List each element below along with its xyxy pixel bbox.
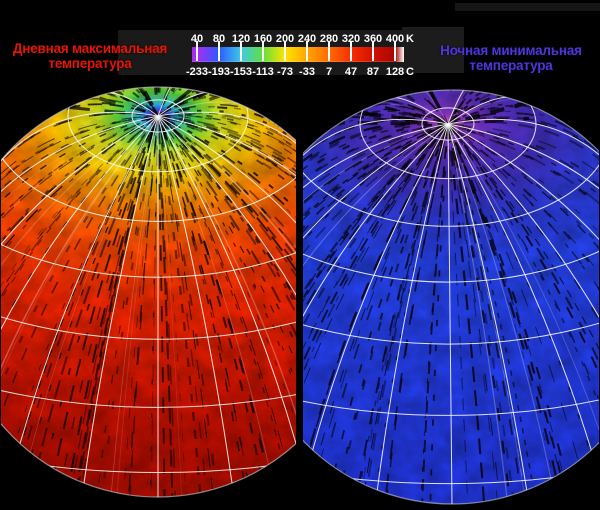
kelvin-tick-label: 360 [363, 33, 383, 45]
night-panel-title: Ночная минимальная температура [428, 43, 594, 73]
celsius-tick-label: -113 [252, 66, 274, 78]
celsius-tick-label: -233 [185, 66, 209, 78]
colorbar-tick [218, 41, 220, 61]
celsius-unit-label: C [406, 66, 414, 78]
celsius-tick-label: -33 [299, 66, 315, 78]
celsius-tick-label: 128 [385, 66, 405, 78]
kelvin-tick-label: 400 [385, 33, 405, 45]
colorbar-tick [372, 41, 374, 61]
right-meridian-grid [303, 90, 599, 504]
right-limb-outline [303, 89, 599, 505]
kelvin-tick-label: 40 [190, 33, 204, 45]
colorbar-tick [328, 41, 330, 61]
kelvin-tick-label: 120 [231, 33, 251, 45]
colorbar-tick [306, 41, 308, 61]
left-limb-outline [1, 86, 296, 498]
day-title-line1: Дневная максимальная [12, 41, 168, 56]
colorbar-tick [196, 41, 198, 61]
day-title-line2: температура [48, 56, 132, 71]
celsius-tick-label: -193 [207, 66, 231, 78]
kelvin-tick-label: 80 [212, 33, 226, 45]
celsius-tick-label: -73 [277, 66, 293, 78]
kelvin-tick-label: 240 [297, 33, 317, 45]
day-panel-title: Дневная максимальная температура [10, 41, 170, 71]
celsius-tick-label: 7 [325, 66, 333, 78]
colorbar-tick [350, 41, 352, 61]
kelvin-unit-label: K [406, 33, 414, 45]
header-backdrop-strip [455, 3, 600, 11]
kelvin-tick-label: 280 [319, 33, 339, 45]
colorbar-gradient [192, 41, 404, 62]
celsius-tick-label: 47 [344, 66, 358, 78]
header-backdrop-units [402, 27, 464, 73]
kelvin-tick-label: 160 [253, 33, 273, 45]
kelvin-tick-label: 200 [275, 33, 295, 45]
colorbar-tick [394, 41, 396, 61]
celsius-tick-label: -153 [229, 66, 253, 78]
temperature-colorbar: K 40 80 120 160 200 240 280 320 360 400 C -233 -19… [186, 33, 426, 79]
celsius-tick-label: 87 [366, 66, 380, 78]
night-title-line2: температура [469, 58, 553, 73]
colorbar-tick [262, 41, 264, 61]
colorbar-tick [240, 41, 242, 61]
night-title-line1: Ночная минимальная [440, 43, 582, 58]
kelvin-tick-label: 320 [341, 33, 361, 45]
colorbar-tick [284, 41, 286, 61]
